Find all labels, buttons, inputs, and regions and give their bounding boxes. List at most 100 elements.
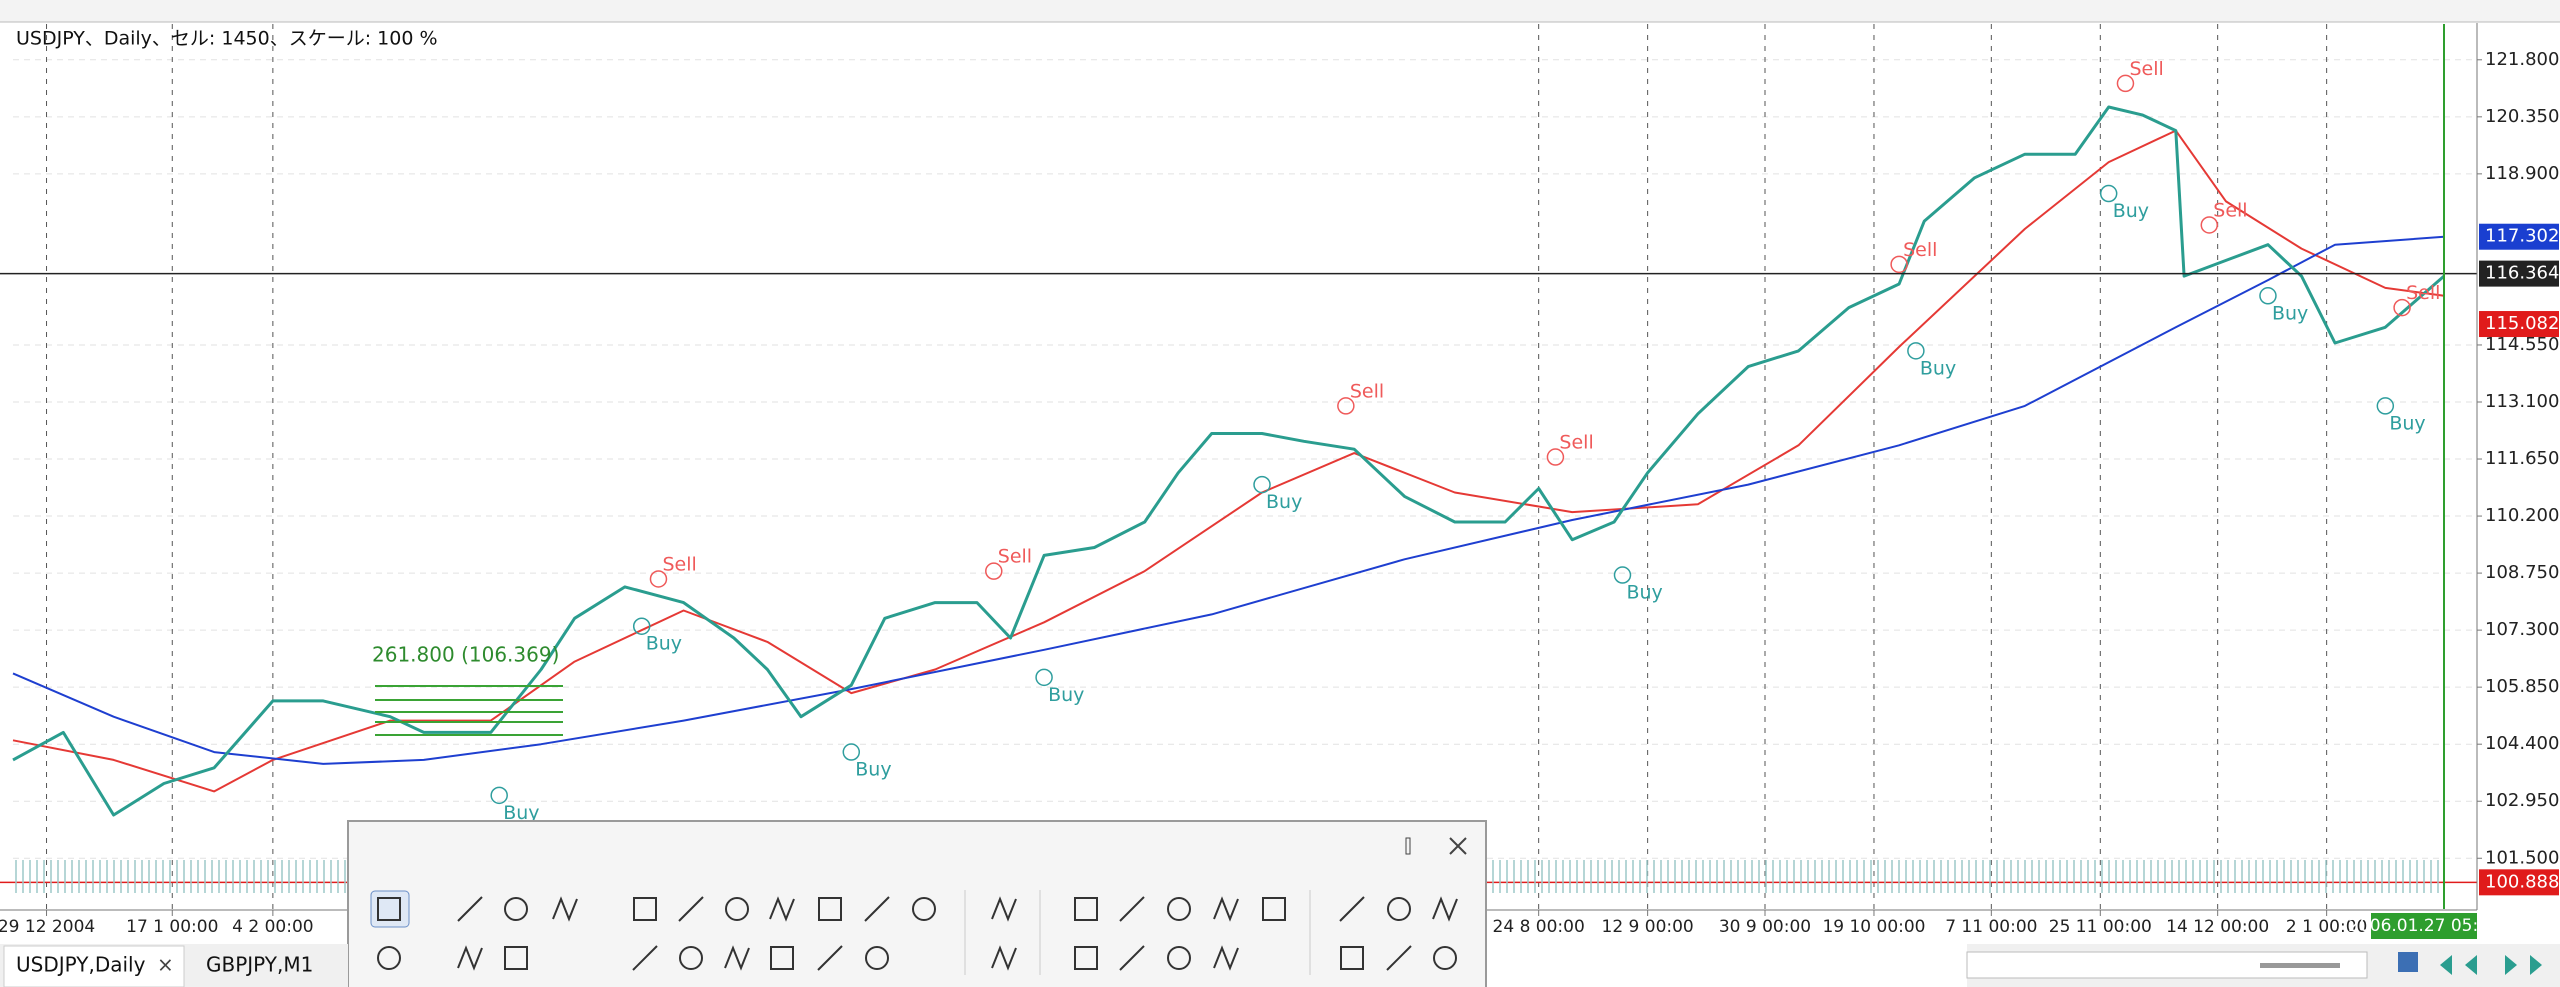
signal-label: Sell <box>1903 239 1937 261</box>
signal-label: Buy <box>855 759 891 781</box>
tool-icon[interactable] <box>1167 897 1191 921</box>
signal-label: Sell <box>1559 432 1593 454</box>
signal-marker <box>490 786 508 805</box>
signal-marker <box>632 617 651 635</box>
signal-marker <box>2393 298 2411 317</box>
tool-icon[interactable] <box>377 897 401 921</box>
tool-icon[interactable] <box>769 896 795 922</box>
y-tick-label: 107.300 <box>2485 619 2559 640</box>
tab-label[interactable]: USDJPY,Daily <box>16 953 146 977</box>
y-tick-label: 105.850 <box>2485 676 2559 697</box>
x-tick-label: 30 9 00:00 <box>1719 917 1811 937</box>
signal-label: Buy <box>2272 302 2308 324</box>
y-tick-label: 101.500 <box>2485 847 2559 868</box>
tool-icon[interactable] <box>377 946 401 970</box>
moving-average <box>12 235 2445 765</box>
price-tag <box>2479 869 2559 896</box>
tab[interactable] <box>3 945 185 987</box>
tool-icon[interactable] <box>818 897 842 921</box>
signal-label: Buy <box>1920 357 1956 379</box>
nav-next[interactable] <box>2505 955 2517 975</box>
price-tag-label: 116.364 <box>2485 263 2559 284</box>
nav-first[interactable] <box>2440 955 2452 975</box>
signal-label: Buy <box>2389 412 2425 434</box>
tool-icon[interactable] <box>1119 945 1145 971</box>
tool-icon[interactable] <box>552 896 578 922</box>
signal-marker <box>2200 216 2219 234</box>
tool-icon[interactable] <box>1386 945 1412 971</box>
y-tick-label: 121.800 <box>2485 49 2559 70</box>
tool-icon[interactable] <box>1213 945 1239 971</box>
y-tick-label: 113.100 <box>2485 391 2559 412</box>
selected-tool[interactable] <box>370 890 410 928</box>
tool-icon[interactable] <box>817 945 843 971</box>
x-tick-label: 25 11 00:00 <box>2049 917 2152 937</box>
tab-close[interactable]: × <box>157 953 174 977</box>
tool-icon[interactable] <box>1340 946 1364 970</box>
nav-last[interactable] <box>2530 955 2542 975</box>
x-tick-label: 29 12 2004 <box>0 917 95 937</box>
price-tag-label: 115.082 <box>2485 313 2559 334</box>
x-tick-label: 19 10 00:00 <box>1822 917 1925 937</box>
x-tick-label: 7 11 00:00 <box>1945 917 2037 937</box>
tool-icon[interactable] <box>1387 897 1411 921</box>
plot-background <box>0 23 2477 910</box>
y-tick-label: 104.400 <box>2485 733 2559 754</box>
tool-icon[interactable] <box>679 946 703 970</box>
signal-label: Sell <box>2406 282 2440 304</box>
signal-label: Buy <box>2113 200 2149 222</box>
signal-marker <box>1337 397 1355 415</box>
y-tick-label: 102.950 <box>2485 790 2559 811</box>
tool-icon[interactable] <box>457 945 483 971</box>
tool-icon[interactable] <box>678 896 704 922</box>
tab-label[interactable]: GBPJPY,M1 <box>206 953 313 977</box>
tool-icon[interactable] <box>724 945 750 971</box>
signal-label: Sell <box>1350 380 1384 402</box>
chart-title: USDJPY、Daily、セル: 1450、スケール: 100 % <box>16 28 438 50</box>
fibonacci: 261.800 (106.369) <box>372 643 563 736</box>
tool-icon[interactable] <box>504 946 528 970</box>
scroll-thumb[interactable] <box>2260 963 2340 968</box>
cursor-time-bg <box>2371 913 2477 939</box>
tool-icon[interactable] <box>1074 897 1098 921</box>
tool-icon[interactable] <box>1339 896 1365 922</box>
signal-marker <box>1613 566 1632 584</box>
price-tag <box>2479 311 2559 338</box>
tool-icon[interactable] <box>912 897 936 921</box>
signal-label: Sell <box>998 546 1032 568</box>
tool-icon[interactable] <box>1119 896 1145 922</box>
price-tag <box>2479 260 2559 287</box>
tool-icon[interactable] <box>725 897 749 921</box>
tool-icon[interactable] <box>991 896 1017 922</box>
signal-label: Sell <box>662 553 696 575</box>
tool-icon[interactable] <box>632 945 658 971</box>
tool-icon[interactable] <box>633 897 657 921</box>
signal-label: Buy <box>1048 684 1084 706</box>
tool-icon[interactable] <box>504 897 528 921</box>
tool-icon[interactable] <box>770 946 794 970</box>
signal-label: Sell <box>2213 199 2247 221</box>
nav-prev[interactable] <box>2465 955 2477 975</box>
cursor-time: 2006.01.27 05:00 <box>2348 916 2500 936</box>
signal-marker <box>649 570 668 588</box>
nav-icon[interactable] <box>2398 952 2418 972</box>
tool-icon[interactable] <box>1074 946 1098 970</box>
tool-icon[interactable] <box>991 945 1017 971</box>
tool-icon[interactable] <box>864 896 890 922</box>
y-tick-label: 108.750 <box>2485 562 2559 583</box>
tool-icon[interactable] <box>457 896 483 922</box>
signal-label: Sell <box>2129 58 2163 80</box>
tool-icon[interactable] <box>865 946 889 970</box>
tool-icon[interactable] <box>1213 896 1239 922</box>
tool-icon[interactable] <box>1167 946 1191 970</box>
tool-icon[interactable] <box>1432 896 1458 922</box>
tool-icon[interactable] <box>1433 946 1457 970</box>
signal-marker <box>1546 448 1565 466</box>
tool-icon[interactable] <box>1262 897 1286 921</box>
close-icon[interactable] <box>1449 837 1467 855</box>
signal-marker <box>842 743 861 761</box>
y-tick-label: 111.650 <box>2485 448 2559 469</box>
dock-icon[interactable] <box>1405 837 1411 855</box>
price-tag-label: 100.888 <box>2485 871 2559 892</box>
x-tick-label: 24 8 00:00 <box>1493 917 1585 937</box>
